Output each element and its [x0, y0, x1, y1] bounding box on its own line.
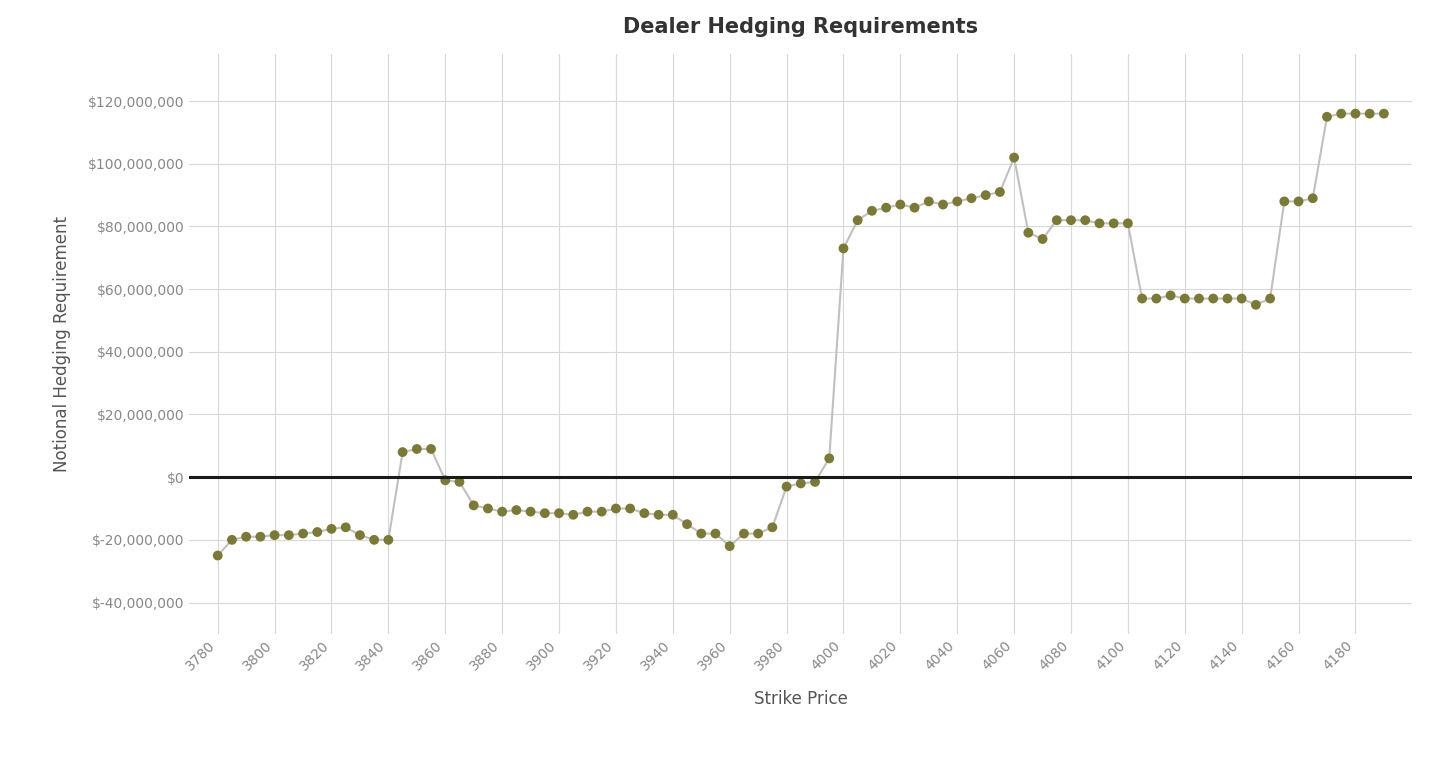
Y-axis label: Notional Hedging Requirement: Notional Hedging Requirement — [54, 216, 71, 472]
Point — [377, 533, 400, 546]
Point — [505, 504, 529, 516]
Point — [1372, 107, 1395, 120]
Point — [703, 527, 727, 540]
Point — [249, 530, 272, 543]
Title: Dealer Hedging Requirements: Dealer Hedging Requirements — [623, 17, 978, 37]
Point — [775, 480, 798, 492]
Point — [392, 446, 415, 458]
Point — [760, 521, 783, 533]
Point — [1358, 107, 1382, 120]
Point — [518, 506, 542, 518]
Point — [533, 507, 556, 519]
Point — [676, 518, 699, 530]
Point — [1287, 196, 1310, 208]
Point — [1045, 214, 1069, 226]
Point — [831, 242, 855, 254]
Point — [1003, 152, 1026, 164]
Point — [888, 199, 911, 211]
Point — [860, 205, 884, 217]
Point — [690, 527, 713, 540]
Point — [491, 506, 514, 518]
Point — [1216, 292, 1239, 305]
Point — [1245, 298, 1268, 311]
Point — [1144, 292, 1168, 305]
Point — [291, 527, 314, 540]
Point — [1187, 292, 1210, 305]
Point — [1102, 217, 1125, 230]
Point — [846, 214, 869, 226]
Point — [1315, 111, 1338, 123]
Point — [476, 502, 499, 515]
Point — [462, 499, 485, 512]
Point — [619, 502, 642, 515]
Point — [646, 509, 670, 521]
Point — [1230, 292, 1254, 305]
Point — [562, 509, 585, 521]
Point — [306, 526, 329, 538]
Point — [875, 202, 898, 214]
Point — [1174, 292, 1197, 305]
Point — [1302, 192, 1325, 204]
Point — [903, 202, 926, 214]
Point — [1073, 214, 1096, 226]
Point — [1344, 107, 1367, 120]
Point — [234, 530, 258, 543]
Point — [1258, 292, 1281, 305]
Point — [348, 529, 371, 541]
Point — [661, 509, 684, 521]
Point — [974, 189, 997, 201]
Point — [932, 199, 955, 211]
Point — [1088, 217, 1111, 230]
Point — [989, 186, 1012, 198]
Point — [604, 502, 628, 515]
Point — [1016, 226, 1040, 239]
Point — [960, 192, 983, 204]
X-axis label: Strike Price: Strike Price — [754, 690, 847, 708]
Point — [1130, 292, 1153, 305]
Point — [220, 533, 243, 546]
Point — [264, 529, 287, 541]
Point — [207, 550, 230, 562]
Point — [789, 477, 812, 489]
Point — [320, 523, 344, 535]
Point — [818, 452, 842, 465]
Point — [405, 443, 428, 455]
Point — [1273, 196, 1296, 208]
Point — [590, 506, 613, 518]
Point — [1329, 107, 1353, 120]
Point — [1117, 217, 1140, 230]
Point — [363, 533, 386, 546]
Point — [1159, 289, 1182, 301]
Point — [419, 443, 443, 455]
Point — [333, 521, 357, 533]
Point — [434, 474, 457, 486]
Point — [945, 196, 968, 208]
Point — [732, 527, 756, 540]
Point — [277, 529, 300, 541]
Point — [1060, 214, 1083, 226]
Point — [1201, 292, 1224, 305]
Point — [1031, 233, 1054, 245]
Point — [448, 475, 472, 488]
Point — [747, 527, 770, 540]
Point — [718, 540, 741, 552]
Point — [575, 506, 598, 518]
Point — [633, 507, 657, 519]
Point — [804, 475, 827, 488]
Point — [917, 196, 941, 208]
Point — [547, 507, 571, 519]
